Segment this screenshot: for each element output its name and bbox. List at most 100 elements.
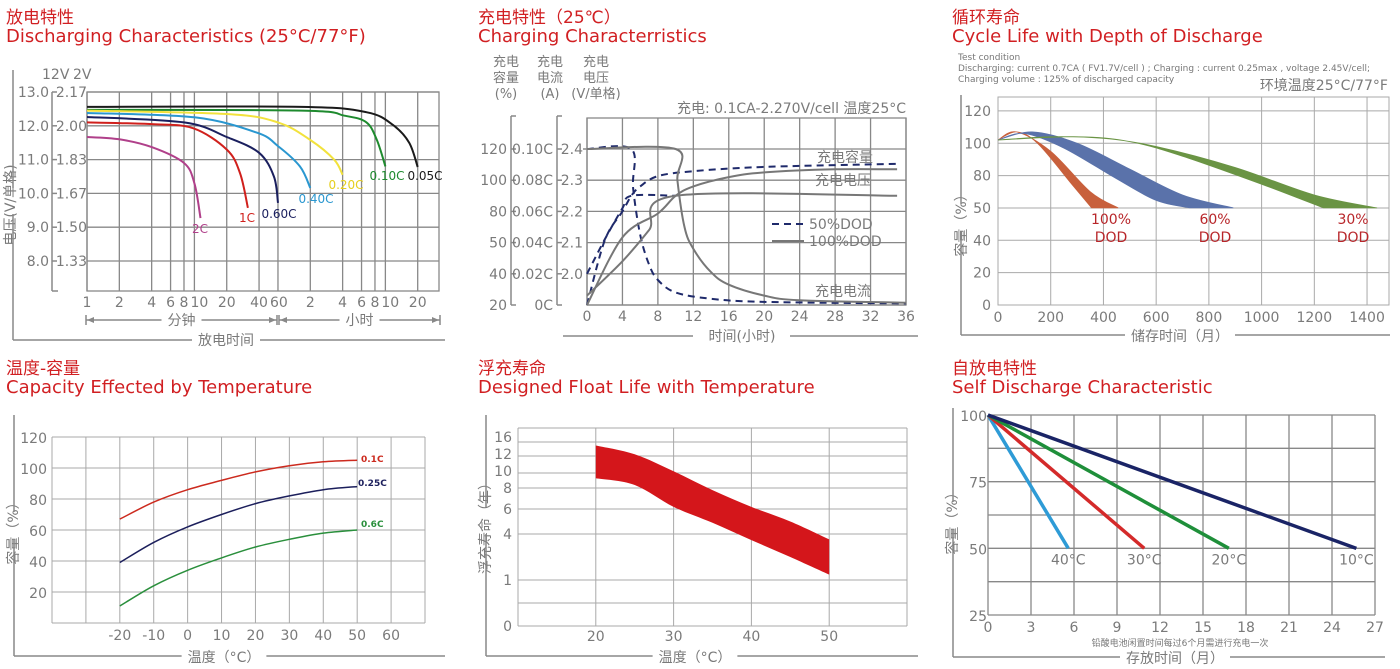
y-tick-label: 0.10C [512, 142, 553, 158]
x-tick-label: 2 [115, 295, 124, 311]
x-tick-label: 24 [791, 309, 809, 325]
curve-label: 充电容量 [817, 149, 873, 166]
y-tick-label: 100 [20, 462, 47, 478]
x-tick-label: 10 [213, 628, 231, 644]
temperature-capacity-chart: 20 40 60 80 100 120 -20 -10 0 10 20 30 40 50 60 温度（°C） 容… [5, 415, 445, 666]
y-tick-label: 0 [982, 298, 991, 314]
self-discharge-title-en: Self Discharge Characteristic [952, 377, 1213, 398]
x-tick-label: 20 [587, 629, 605, 645]
x-tick-label: 16 [720, 309, 738, 325]
y-tick-label: 0C [534, 298, 553, 314]
series-label: 0.1C [361, 455, 384, 465]
x-tick-label: 400 [1090, 310, 1117, 326]
y-tick-label: 100 [960, 409, 987, 425]
x-tick-label: 10 [190, 295, 208, 311]
y-axis-header: 容量 [493, 70, 519, 86]
y-tick-label: 80 [489, 204, 507, 220]
x-tick-label: 0 [984, 620, 993, 636]
self-discharge-line-10°C [987, 413, 1357, 550]
y-tick-label: 120 [480, 142, 507, 158]
series-label: 0.25C [358, 479, 387, 489]
x-tick-label: 9 [1113, 620, 1122, 636]
legend-label: 50%DOD [809, 217, 873, 233]
cycle-life-title-en: Cycle Life with Depth of Discharge [952, 26, 1263, 47]
discharge-curve-0.20C [86, 109, 344, 176]
charging-chart: 充电容量(%)20405080100120充电电流(A)0C0.02C0.04C… [480, 54, 918, 345]
x-tick-label: 3 [1027, 620, 1036, 636]
x-tick-label: 0 [183, 628, 192, 644]
y-tick-label: 50 [489, 236, 507, 252]
x-tick-label: 20 [409, 295, 427, 311]
y-tick-label: 120 [964, 104, 991, 120]
temperature-title-cn: 温度-容量 [6, 359, 81, 379]
y-axis-title: 电压(V/单格) [3, 164, 19, 245]
test-condition-text: Discharging: current 0.7CA ( FV1.7V/cell… [958, 64, 1370, 74]
x-tick-label: 1 [83, 295, 92, 311]
x-tick-label: 18 [1237, 620, 1255, 636]
curve-label: 充电电流 [815, 284, 871, 300]
x-tick-label: 1000 [1244, 310, 1280, 326]
y-tick-label: 2.4 [561, 142, 583, 158]
discharge-curve-1C [86, 121, 249, 209]
dod-band [997, 136, 1378, 209]
discharge-curve-0.40C [86, 112, 312, 189]
float-life-title-cn: 浮充寿命 [478, 359, 546, 379]
y-tick-label: 80 [29, 493, 47, 509]
y-tick-label: 25 [969, 609, 987, 625]
float-life-band [595, 445, 830, 575]
self-discharge-line-20°C [987, 413, 1230, 550]
series-label: 0.05C [407, 169, 442, 183]
charge-curve [586, 162, 898, 306]
y-tick-label-2v: 2.17 [56, 85, 87, 101]
x-tick-label: 20 [247, 628, 265, 644]
discharge-chart: 12V 2V 13.0 2.17 12.0 2.00 11.0 1.83 10.0 1.67 9.0… [3, 67, 445, 349]
x-tick-label: 40 [314, 628, 332, 644]
x-tick-label: 6 [166, 295, 175, 311]
ambient-temperature-text: 环境温度25°C/77°F [1260, 78, 1388, 94]
dod-label: 30% [1337, 212, 1368, 228]
plot-area [997, 96, 1390, 306]
y-tick-label: 2.0 [561, 267, 583, 283]
y-tick-label: 50 [973, 201, 991, 217]
curve-label: 充电电压 [815, 173, 871, 189]
y-axis-title: 浮充寿命（年） [477, 476, 494, 574]
series-label: 0.40C [298, 192, 333, 206]
dod-label: DOD [1337, 230, 1370, 246]
x-tick-label: 1200 [1296, 310, 1332, 326]
y-tick-label: 100 [480, 173, 507, 189]
x-tick-label: 6 [1070, 620, 1079, 636]
x-tick-label: 4 [338, 295, 347, 311]
y-tick-label: 40 [29, 555, 47, 571]
x-tick-label: 4 [147, 295, 156, 311]
y-axis-header: 充电 [493, 54, 519, 70]
charge-curve [586, 145, 907, 305]
y-tick-label-2v: 1.33 [56, 254, 87, 270]
x-axis-title: 温度（°C） [659, 650, 732, 666]
y-tick-label: 16 [494, 430, 512, 446]
test-condition-text: Charging volume : 125% of discharged cap… [958, 75, 1175, 85]
y-axis-header: (%) [495, 87, 518, 102]
float-life-title-en: Designed Float Life with Temperature [478, 377, 815, 398]
y-tick-label: 0.06C [512, 204, 553, 220]
y-tick-label: 80 [973, 169, 991, 185]
dod-band [997, 131, 1234, 209]
x-tick-label: 12 [1151, 620, 1169, 636]
x-range-label: 小时 [346, 313, 374, 329]
dod-label: 100% [1091, 212, 1131, 228]
x-tick-label: 40 [250, 295, 268, 311]
self-discharge-line-30°C [986, 413, 1146, 550]
y-axis-header: (V/单格) [571, 86, 620, 102]
x-tick-label: 21 [1280, 620, 1298, 636]
x-tick-label: 0 [994, 310, 1003, 326]
y-tick-label: 12 [494, 447, 512, 463]
y-tick-label: 0 [503, 619, 512, 635]
y-axis-header: 电流 [537, 71, 563, 86]
series-label: 0.6C [361, 520, 384, 530]
capacity-curve-0.1C [119, 459, 358, 520]
x-axis-title: 时间(小时) [709, 329, 776, 345]
x-tick-label: 20 [218, 295, 236, 311]
capacity-curve-0.25C [119, 485, 358, 564]
